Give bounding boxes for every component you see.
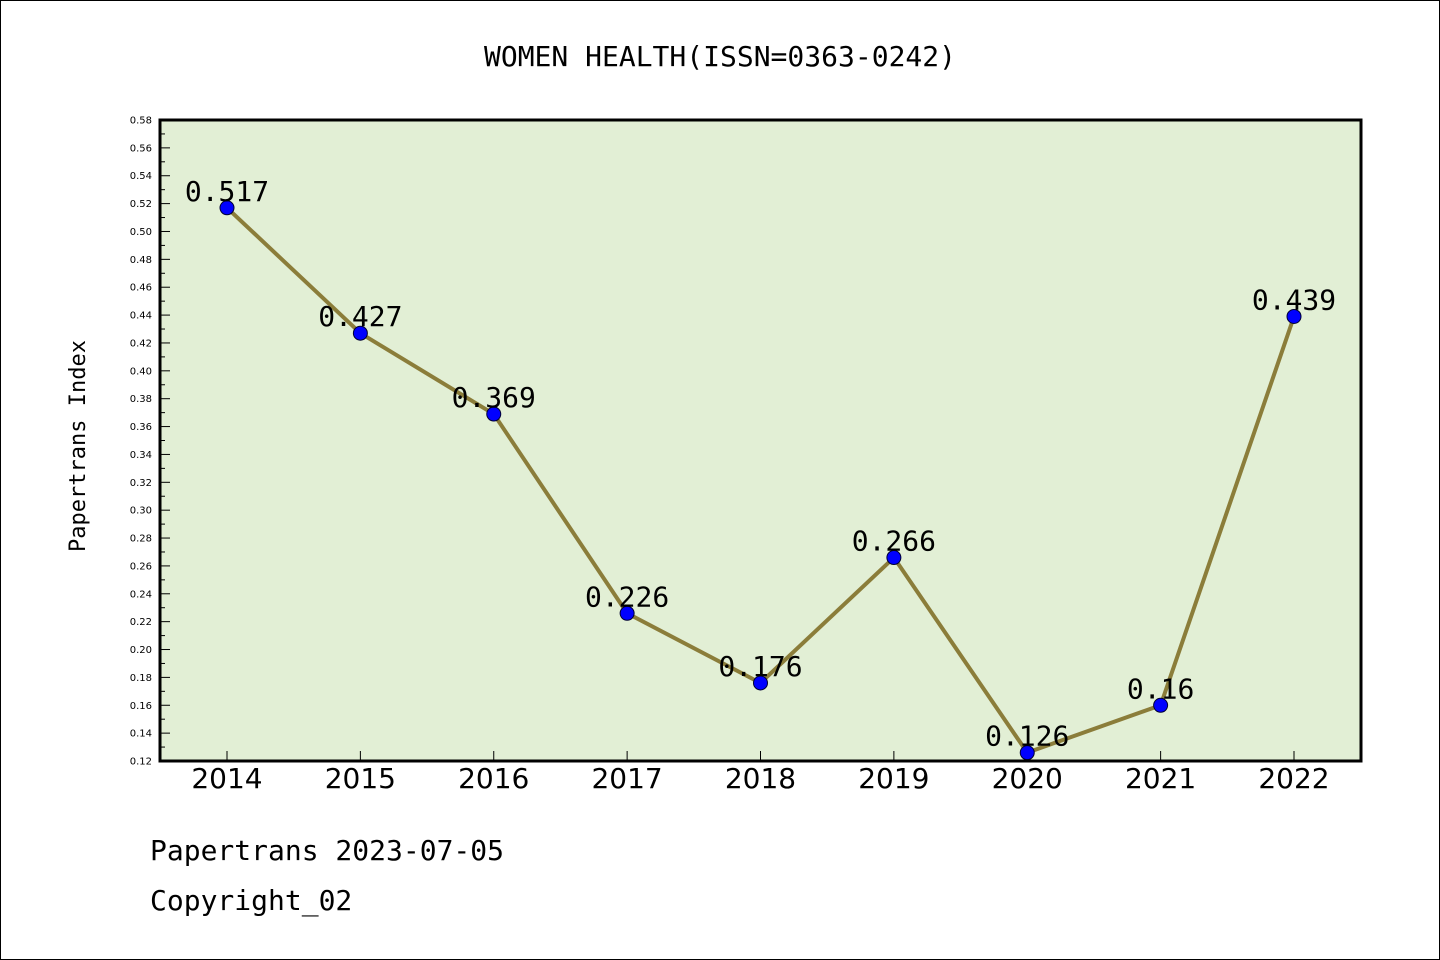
y-tick-label: 0.52: [130, 199, 152, 210]
x-tick-label: 2019: [858, 762, 929, 795]
y-tick-label: 0.48: [130, 255, 152, 266]
x-tick-label: 2014: [191, 762, 262, 795]
data-point-marker: [1286, 308, 1302, 324]
data-value-label: 0.439: [1252, 283, 1336, 316]
x-tick-label: 2015: [325, 762, 396, 795]
chart-title: WOMEN HEALTH(ISSN=0363-0242): [484, 40, 956, 73]
data-value-label: 0.226: [585, 580, 669, 613]
y-tick-label: 0.54: [130, 171, 152, 182]
data-value-label: 0.517: [185, 175, 269, 208]
footer-copyright: Copyright_02: [150, 884, 353, 917]
footer-source: Papertrans 2023-07-05: [150, 834, 505, 867]
y-tick-label: 0.50: [130, 227, 152, 238]
y-tick-label: 0.40: [130, 366, 152, 377]
y-tick-label: 0.42: [130, 338, 152, 349]
y-tick-label: 0.16: [130, 701, 152, 712]
y-tick-label: 0.32: [130, 478, 152, 489]
data-labels: 0.517 0.427 0.369 0.226 0.176 0.266 0.126 0.16 0…: [185, 175, 1336, 753]
y-tick-label: 0.44: [130, 311, 152, 322]
data-value-label: 0.126: [985, 720, 1069, 753]
y-tick-label: 0.18: [130, 673, 152, 684]
y-tick-label: 0.20: [130, 645, 152, 656]
y-tick-label: 0.34: [130, 450, 152, 461]
y-tick-label: 0.46: [130, 283, 152, 294]
data-point-marker: [486, 406, 502, 422]
data-point-marker: [753, 675, 768, 691]
y-tick-label: 0.56: [130, 143, 152, 154]
y-tick-label: 0.22: [130, 617, 152, 628]
x-tick-label: 2020: [992, 762, 1063, 795]
y-tick-label: 0.14: [130, 729, 152, 740]
y-tick-label: 0.24: [130, 589, 152, 600]
x-tick-label: 2021: [1125, 762, 1196, 795]
y-axis-label: Papertrans Index: [66, 340, 91, 552]
plot-border: [158, 118, 1363, 763]
data-markers: [219, 200, 1302, 761]
data-value-label: 0.16: [1127, 672, 1194, 705]
x-tick-label: 2016: [458, 762, 529, 795]
y-tick-label: 0.38: [130, 394, 152, 405]
data-value-label: 0.176: [718, 650, 802, 683]
y-tick-label: 0.26: [130, 561, 152, 572]
y-tick-label: 0.30: [130, 506, 152, 517]
y-tick-label: 0.12: [130, 757, 152, 768]
x-tick-label: 2022: [1258, 762, 1329, 795]
data-point-marker: [619, 605, 635, 621]
data-value-label: 0.266: [852, 525, 936, 558]
data-point-marker: [219, 200, 235, 216]
y-tick-label: 0.36: [130, 422, 152, 433]
y-tick-label: 0.58: [130, 116, 152, 127]
plot-area: [160, 120, 1361, 761]
x-tick-label: 2017: [591, 762, 662, 795]
data-point-marker: [1153, 697, 1169, 713]
data-point-marker: [886, 550, 902, 566]
data-value-label: 0.369: [452, 381, 536, 414]
x-tick-label: 2018: [725, 762, 796, 795]
y-tick-label: 0.28: [130, 534, 152, 545]
data-value-label: 0.427: [318, 300, 402, 333]
data-point-marker: [352, 325, 368, 341]
x-axis-ticks: 2014 2015 2016 2017 2018 2019 2020 2021 2022: [191, 751, 1330, 795]
